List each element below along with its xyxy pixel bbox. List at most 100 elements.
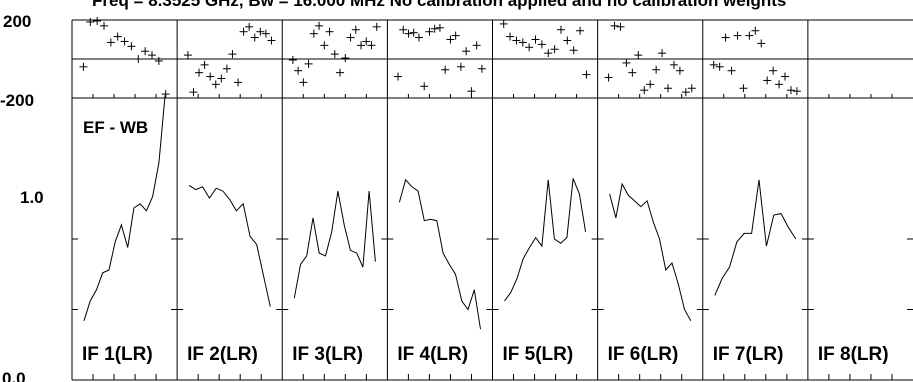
phase-point-if1 xyxy=(134,55,143,63)
data-marks xyxy=(79,16,801,330)
phase-point-if4 xyxy=(467,87,476,96)
amplitude-line-if6 xyxy=(609,182,692,322)
phase-point-if6 xyxy=(687,84,696,93)
phase-point-if3 xyxy=(315,21,324,30)
phase-point-if6 xyxy=(628,68,637,77)
phase-point-if1 xyxy=(113,32,122,41)
phase-point-if2 xyxy=(228,50,237,59)
amp-ymin-label: 0.0 xyxy=(2,369,26,382)
phase-point-if4 xyxy=(425,27,434,36)
phase-point-if5 xyxy=(525,43,534,52)
phase-point-if2 xyxy=(256,27,265,36)
phase-point-if5 xyxy=(550,45,559,54)
if-label-6: IF 6(LR) xyxy=(608,344,679,365)
phase-point-if2 xyxy=(222,64,231,73)
phase-point-if2 xyxy=(250,33,259,42)
phase-point-if2 xyxy=(267,36,276,45)
amplitude-line-if4 xyxy=(398,178,481,330)
if-label-8: IF 8(LR) xyxy=(818,344,889,365)
phase-point-if5 xyxy=(569,46,578,55)
phase-point-if4 xyxy=(441,65,450,74)
phase-point-if4 xyxy=(472,41,481,50)
phase-point-if3 xyxy=(372,22,381,31)
phase-point-if7 xyxy=(739,84,748,93)
phase-point-if4 xyxy=(404,29,413,38)
phase-point-if3 xyxy=(299,78,308,87)
phase-point-if5 xyxy=(582,70,591,79)
phase-point-if3 xyxy=(288,55,297,64)
phase-point-if6 xyxy=(616,22,625,31)
phase-point-if3 xyxy=(362,37,371,46)
phase-point-if1 xyxy=(141,47,150,56)
phase-point-if7 xyxy=(751,26,760,35)
phase-point-if5 xyxy=(506,32,515,41)
phase-point-if5 xyxy=(563,36,572,45)
phase-point-if1 xyxy=(161,90,170,99)
phase-point-if7 xyxy=(781,72,790,81)
phase-point-if7 xyxy=(775,80,784,89)
phase-point-if6 xyxy=(652,65,661,74)
phase-point-if3 xyxy=(346,33,355,42)
phase-point-if5 xyxy=(576,26,585,35)
phase-point-if5 xyxy=(537,40,546,49)
phase-point-if7 xyxy=(745,31,754,40)
phase-point-if2 xyxy=(234,78,243,87)
phase-point-if6 xyxy=(646,80,655,89)
phase-point-if3 xyxy=(325,27,334,36)
phase-ymin-label: -200 xyxy=(0,91,34,110)
phase-point-if3 xyxy=(330,50,339,59)
phase-point-if6 xyxy=(658,49,667,58)
phase-point-if3 xyxy=(357,41,366,50)
phase-point-if4 xyxy=(451,31,460,40)
phase-point-if2 xyxy=(195,68,204,77)
phase-point-if4 xyxy=(393,72,402,81)
amplitude-line-if5 xyxy=(504,178,587,302)
phase-ymax-label: 200 xyxy=(3,12,31,31)
phase-point-if6 xyxy=(669,60,678,69)
phase-point-if7 xyxy=(769,66,778,75)
phase-point-if5 xyxy=(556,25,565,34)
phase-point-if1 xyxy=(127,42,136,51)
phase-point-if5 xyxy=(499,19,508,28)
phase-point-if2 xyxy=(217,74,226,83)
phase-point-if7 xyxy=(727,66,736,75)
phase-point-if3 xyxy=(294,66,303,75)
phase-point-if1 xyxy=(106,38,115,47)
if-label-7: IF 7(LR) xyxy=(713,344,784,365)
phase-point-if6 xyxy=(675,66,684,75)
amp-ymid-label: 1.0 xyxy=(20,188,44,207)
amplitude-line-if3 xyxy=(293,191,376,299)
if-labels: IF 1(LR) IF 2(LR) IF 3(LR) IF 4(LR) IF 5(LR)… xyxy=(82,344,889,365)
if-label-4: IF 4(LR) xyxy=(397,344,468,365)
amplitude-line-if2 xyxy=(188,184,271,307)
phase-point-if4 xyxy=(462,47,471,56)
phase-point-if2 xyxy=(183,51,192,60)
phase-point-if6 xyxy=(681,88,690,97)
amplitude-line-if1 xyxy=(83,95,166,321)
phase-point-if5 xyxy=(544,49,553,58)
phase-point-if2 xyxy=(245,22,254,31)
phase-point-if1 xyxy=(147,51,156,60)
phase-point-if6 xyxy=(622,58,631,67)
phase-point-if5 xyxy=(518,38,527,47)
phase-point-if7 xyxy=(709,60,718,69)
phase-point-if4 xyxy=(399,25,408,34)
phase-point-if4 xyxy=(430,24,439,33)
phase-point-if7 xyxy=(715,62,724,71)
phase-point-if2 xyxy=(206,72,215,81)
phase-point-if4 xyxy=(435,23,444,32)
amplitude-line-if7 xyxy=(714,179,797,296)
phase-point-if4 xyxy=(420,82,429,91)
if-label-1: IF 1(LR) xyxy=(82,344,153,365)
phase-point-if1 xyxy=(93,16,102,25)
phase-point-if5 xyxy=(512,36,521,45)
phase-point-if3 xyxy=(304,59,313,68)
phase-point-if3 xyxy=(341,54,350,63)
phase-point-if6 xyxy=(664,84,673,93)
phase-point-if4 xyxy=(409,28,418,37)
phase-point-if3 xyxy=(336,68,345,77)
phase-point-if6 xyxy=(610,21,619,30)
if-label-2: IF 2(LR) xyxy=(187,344,258,365)
phase-point-if1 xyxy=(79,62,88,71)
